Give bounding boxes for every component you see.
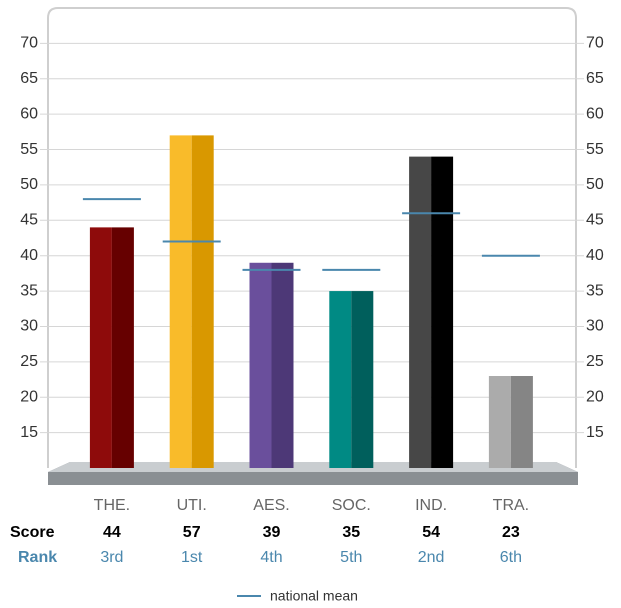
y2-tick-label: 35 <box>586 282 604 299</box>
legend-label: national mean <box>270 588 358 604</box>
marks: THE. 44 3rd UTI. 57 1st AES. 39 4th SOC. 35 5th IND.… <box>82 135 540 566</box>
bar-right <box>111 227 134 468</box>
y-tick-label: 20 <box>20 388 38 405</box>
y-tick-label: 50 <box>20 176 38 193</box>
bar-right <box>271 262 294 468</box>
x-tick-label: TRA. <box>493 497 529 514</box>
bar-left <box>169 135 192 468</box>
bar-right <box>351 291 374 468</box>
bar-left <box>89 227 112 468</box>
x-tick-label: IND. <box>415 497 447 514</box>
y2-tick-label: 45 <box>586 212 604 229</box>
rank-value: 6th <box>500 549 522 566</box>
y2-tick-label: 65 <box>586 70 604 87</box>
y-tick-label: 25 <box>20 353 38 370</box>
bar <box>409 156 454 468</box>
y2-tick-label: 70 <box>586 35 604 52</box>
bar <box>89 227 134 468</box>
bar <box>249 262 294 468</box>
bar-left <box>329 291 352 468</box>
y2-tick-label: 25 <box>586 353 604 370</box>
y-tick-label: 40 <box>20 247 38 264</box>
bar <box>329 291 374 468</box>
y-tick-label: 70 <box>20 35 38 52</box>
rank-value: 1st <box>181 549 203 566</box>
score-value: 44 <box>103 524 121 541</box>
y-tick-label: 55 <box>20 141 38 158</box>
y-tick-label: 65 <box>20 70 38 87</box>
y2-tick-label: 15 <box>586 424 604 441</box>
y2-tick-label: 60 <box>586 105 604 122</box>
score-value: 23 <box>502 524 520 541</box>
score-value: 57 <box>183 524 201 541</box>
x-tick-label: SOC. <box>332 497 371 514</box>
rank-value: 5th <box>340 549 362 566</box>
y-tick-label: 45 <box>20 212 38 229</box>
bar <box>169 135 214 468</box>
x-tick-label: AES. <box>253 497 289 514</box>
score-value: 35 <box>342 524 360 541</box>
rank-value: 3rd <box>100 549 123 566</box>
bar-left <box>488 376 511 468</box>
y-tick-label: 60 <box>20 105 38 122</box>
score-value: 54 <box>422 524 440 541</box>
plot-frame <box>47 7 577 468</box>
rank-value: 2nd <box>418 549 445 566</box>
bar <box>488 376 533 468</box>
x-tick-label: UTI. <box>177 497 207 514</box>
y-tick-label: 35 <box>20 282 38 299</box>
bar-right <box>431 156 454 468</box>
y2-tick-label: 55 <box>586 141 604 158</box>
y2-tick-label: 20 <box>586 388 604 405</box>
y-tick-label: 30 <box>20 318 38 335</box>
y-tick-label: 15 <box>20 424 38 441</box>
y2-tick-label: 40 <box>586 247 604 264</box>
score-value: 39 <box>263 524 281 541</box>
rank-value: 4th <box>260 549 282 566</box>
bar-right <box>191 135 214 468</box>
bar-right <box>510 376 533 468</box>
score-row-label: Score <box>10 524 55 541</box>
y2-tick-label: 30 <box>586 318 604 335</box>
bar-left <box>409 156 432 468</box>
bar-left <box>249 262 272 468</box>
rank-row-label: Rank <box>18 549 57 566</box>
y2-tick-label: 50 <box>586 176 604 193</box>
x-tick-label: THE. <box>94 497 130 514</box>
